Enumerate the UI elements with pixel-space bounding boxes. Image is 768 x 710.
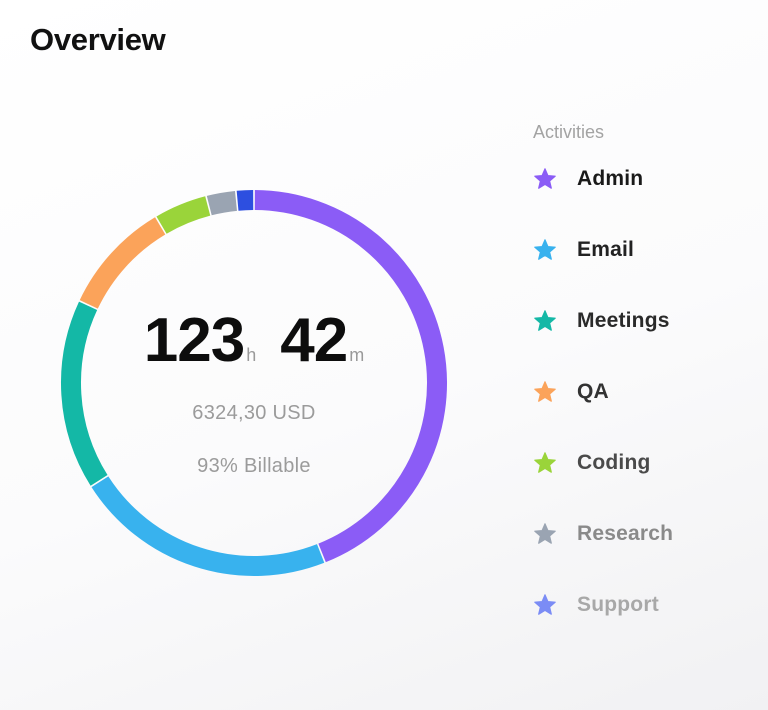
total-amount: 6324,30 USD: [192, 402, 316, 424]
donut-segment-email[interactable]: [91, 476, 325, 576]
legend-label: Email: [577, 237, 635, 261]
star-icon: [534, 309, 556, 331]
hours-unit: h: [246, 345, 257, 365]
legend-item-admin[interactable]: Admin: [533, 143, 753, 214]
star-icon: [534, 593, 556, 615]
minutes-unit: m: [349, 345, 365, 365]
legend-item-meetings[interactable]: Meetings: [533, 285, 753, 356]
legend-label: Meetings: [577, 308, 670, 332]
minutes-value: 42: [280, 306, 348, 375]
legend-item-research[interactable]: Research: [533, 498, 753, 569]
legend-label: QA: [577, 379, 609, 403]
billable-percentage: 93% Billable: [197, 455, 311, 477]
donut-segments: [61, 190, 447, 576]
chart-center-summary: 123 h 42 m 6324,30 USD 93% Billable: [104, 310, 404, 478]
legend-item-coding[interactable]: Coding: [533, 427, 753, 498]
total-time: 123 h 42 m: [104, 310, 404, 372]
donut-segment-support[interactable]: [236, 190, 254, 211]
legend-label: Coding: [577, 450, 651, 474]
legend-item-email[interactable]: Email: [533, 214, 753, 285]
legend-label: Research: [577, 521, 674, 545]
star-icon: [534, 522, 556, 544]
page-title: Overview: [30, 22, 166, 57]
star-icon: [534, 380, 556, 402]
donut-segment-admin[interactable]: [254, 190, 447, 563]
donut-segment-meetings[interactable]: [61, 301, 108, 486]
legend-title: Activities: [533, 122, 605, 142]
legend-item-support[interactable]: Support: [533, 569, 753, 640]
legend-label: Admin: [577, 166, 644, 190]
donut-segment-qa[interactable]: [79, 217, 166, 309]
donut-segment-coding[interactable]: [156, 196, 211, 234]
donut-segment-research[interactable]: [206, 190, 238, 216]
legend-label: Support: [577, 592, 659, 616]
legend-item-qa[interactable]: QA: [533, 356, 753, 427]
legend-items: Admin Email Meetings QA Coding Research Suppor…: [533, 143, 753, 640]
star-icon: [534, 238, 556, 260]
hours-value: 123: [143, 306, 245, 375]
activities-legend: Activities Admin Email Meetings QA Coding Res…: [533, 122, 753, 662]
star-icon: [534, 167, 556, 189]
star-icon: [534, 451, 556, 473]
